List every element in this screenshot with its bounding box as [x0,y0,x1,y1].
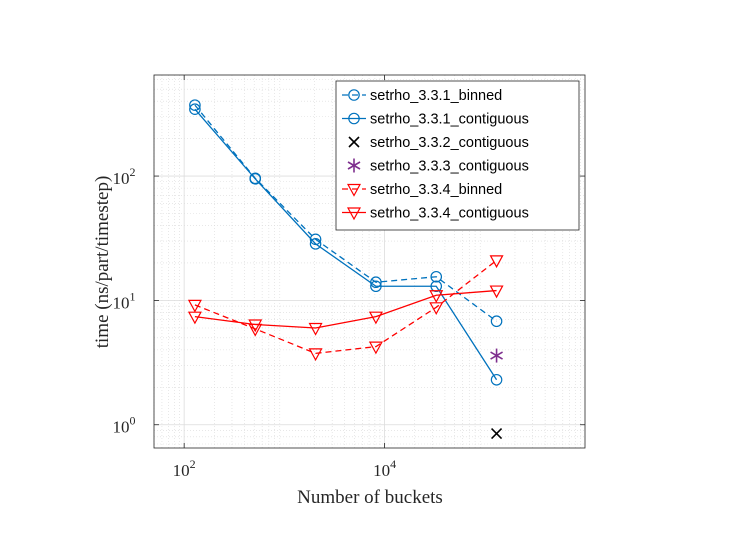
data-point [490,373,503,386]
y-tick-label: 100 [113,414,136,437]
legend-item: setrho_3.3.4_contiguous [342,206,529,222]
legend-marker [346,183,362,197]
data-point [189,99,201,111]
legend-label: setrho_3.3.3_contiguous [370,159,529,175]
legend: setrho_3.3.1_binned setrho_3.3.1_contiguo… [335,80,580,231]
series-setrho_3.3.3_contiguous [490,348,503,363]
x-tick-label: 102 [173,457,196,480]
data-point [187,311,202,325]
series-line [194,289,497,329]
y-tick-label: 102 [113,165,136,188]
data-point [429,290,444,304]
legend-label: setrho_3.3.4_binned [370,182,502,198]
legend-item: setrho_3.3.1_contiguous [342,112,529,128]
data-point [490,315,503,328]
series-line [194,259,497,355]
series-setrho_3.3.4_contiguous [187,285,504,336]
legend-item: setrho_3.3.3_contiguous [347,158,529,175]
data-point [430,280,443,293]
data-point [248,319,263,333]
data-point [309,238,322,250]
y-tick-label: 101 [113,289,136,312]
data-point [491,427,503,440]
data-point [308,348,323,362]
legend-label: setrho_3.3.2_contiguous [370,135,529,151]
legend-item: setrho_3.3.4_binned [342,182,502,198]
plot-frame [153,74,586,449]
ticks: 100 101 102 102 104 [113,75,585,480]
legend-box [335,80,580,231]
data-point [249,173,262,185]
data-point [430,270,443,283]
series-layer [187,99,504,440]
series-setrho_3.3.1_contiguous [189,103,503,386]
x-axis-label: Number of buckets [297,487,443,508]
x-tick-label: 104 [373,457,396,480]
data-point [368,311,383,325]
legend-marker [348,89,360,101]
data-point [370,280,382,293]
legend-marker [348,136,360,148]
legend-label: setrho_3.3.1_contiguous [370,112,529,128]
legend-marker [347,158,361,173]
data-point [187,299,202,313]
series-setrho_3.3.2_contiguous [491,427,503,440]
legend-label: setrho_3.3.4_contiguous [370,206,529,222]
data-point [189,103,201,116]
series-line [194,108,498,381]
legend-item: setrho_3.3.2_contiguous [348,135,529,151]
data-point [490,348,503,363]
data-point [489,285,504,299]
data-point [368,341,383,355]
grid [153,75,585,448]
legend-label: setrho_3.3.1_binned [370,88,502,104]
legend-marker [348,112,360,125]
y-axis-label: time (ns/part/timestep) [92,176,113,349]
data-point [308,322,323,336]
data-point [489,255,504,269]
legend-item: setrho_3.3.1_binned [342,88,502,104]
legend-marker [346,207,362,221]
